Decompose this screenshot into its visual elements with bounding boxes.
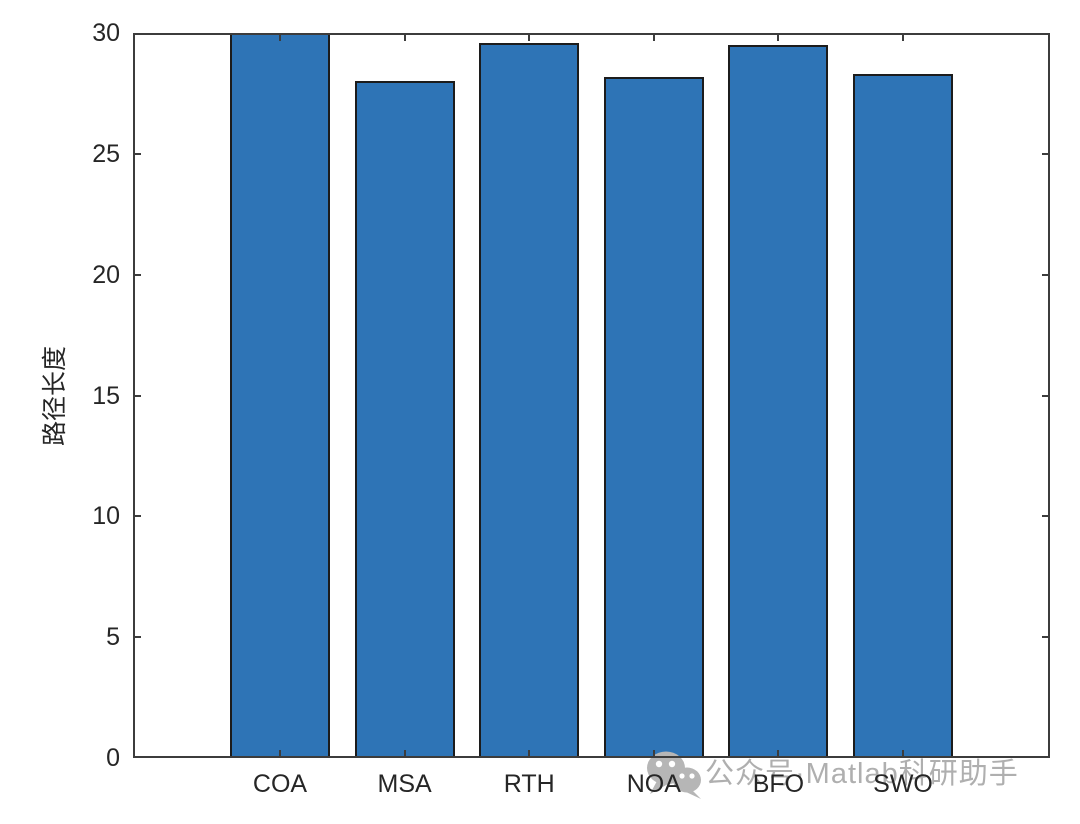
x-tick-top [528,33,531,41]
y-tick-label-0: 0 [106,744,120,772]
x-tick-label-swo: SWO [873,770,933,798]
axis-line-bottom [133,756,1050,758]
y-tick-label-20: 20 [92,260,120,289]
y-tick-right [1042,394,1050,397]
x-tick-bottom [902,750,904,758]
y-tick-right [1042,515,1050,518]
x-tick-top [279,33,281,41]
y-tick-right [1042,636,1050,639]
wechat-icon [645,751,707,803]
x-tick-bottom [528,750,531,758]
x-tick-label-rth: RTH [503,770,555,798]
bar-msa [354,81,455,758]
x-tick-bottom [279,750,281,758]
x-tick-label-noa: NOA [626,770,681,798]
x-tick-bottom [777,750,780,758]
y-tick-left [133,273,141,276]
bar-noa [603,76,704,758]
x-tick-top [902,33,904,41]
x-tick-top [652,33,655,41]
y-tick-label-15: 15 [92,381,120,410]
bar-bfo [728,45,829,758]
y-tick-left [133,394,141,397]
watermark: 公众号·Matlab科研助手 [645,749,1055,805]
y-tick-left [133,515,141,518]
y-tick-label-5: 5 [106,623,120,652]
x-tick-top [403,33,406,41]
x-tick-label-bfo: BFO [752,770,805,798]
bar-rth [479,42,580,758]
y-tick-right [1042,152,1050,155]
watermark-text: 公众号·Matlab科研助手 [705,758,1019,790]
y-tick-label-30: 30 [92,19,120,47]
bar-coa [230,33,330,758]
x-tick-bottom [652,750,655,758]
axis-line-top [133,33,1050,35]
y-tick-right [1042,273,1050,276]
x-tick-top [777,33,780,41]
y-tick-label-25: 25 [92,139,120,168]
x-tick-label-coa: COA [252,770,308,798]
y-tick-label-10: 10 [92,502,120,531]
y-tick-left [133,152,141,155]
plot-area [133,33,1050,758]
x-tick-bottom [403,750,406,758]
bar-swo [853,74,953,758]
x-tick-label-msa: MSA [377,770,432,798]
y-tick-left [133,636,141,639]
